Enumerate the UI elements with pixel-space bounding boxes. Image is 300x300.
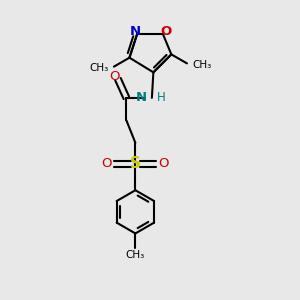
Text: N: N xyxy=(130,25,141,38)
Text: O: O xyxy=(159,157,169,170)
Text: O: O xyxy=(110,70,120,83)
Text: CH₃: CH₃ xyxy=(192,60,212,70)
Text: O: O xyxy=(102,157,112,170)
Text: CH₃: CH₃ xyxy=(89,63,109,73)
Text: N: N xyxy=(135,91,146,104)
Text: O: O xyxy=(160,25,171,38)
Text: CH₃: CH₃ xyxy=(126,250,145,260)
Text: S: S xyxy=(130,156,141,171)
Text: H: H xyxy=(157,91,166,104)
